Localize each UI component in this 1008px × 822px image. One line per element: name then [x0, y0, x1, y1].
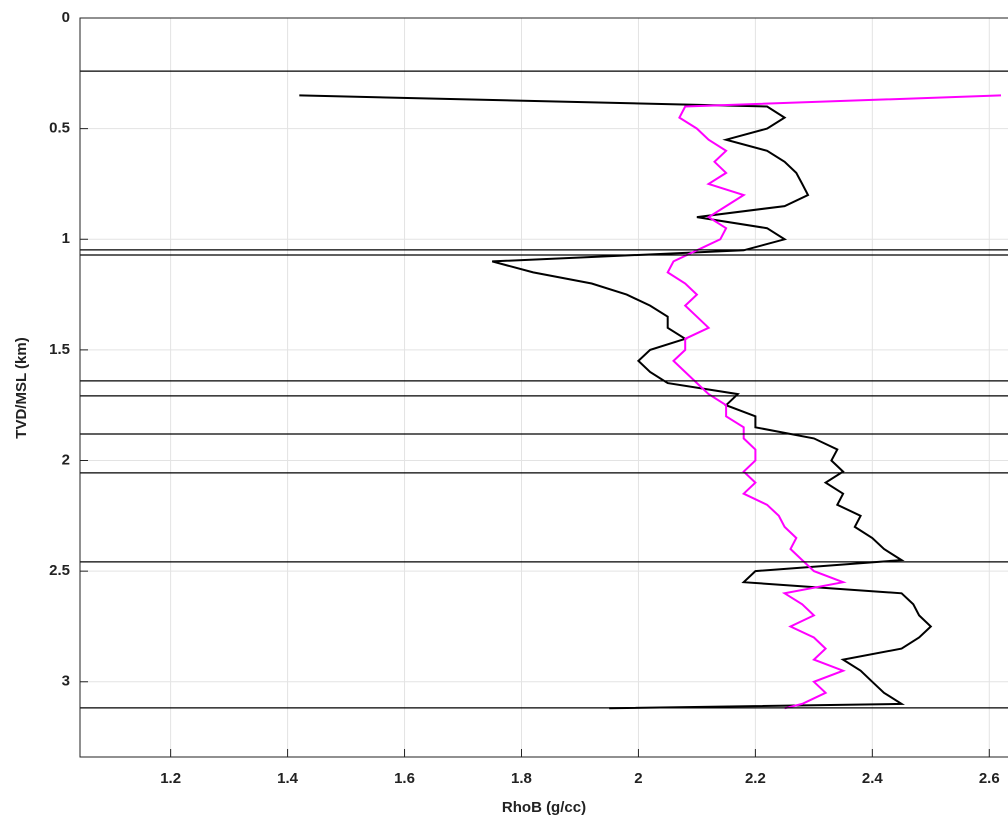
- x-tick-label: 2.6: [979, 770, 1000, 787]
- x-tick-label: 1.4: [277, 770, 299, 787]
- y-tick-label: 0.5: [49, 120, 70, 137]
- y-tick-label: 0: [62, 9, 70, 26]
- x-tick-label: 2.4: [862, 770, 884, 787]
- axes-frame: [79, 17, 1008, 758]
- y-tick-label: 2: [62, 451, 70, 468]
- y-axis-label: TVD/MSL (km): [13, 337, 30, 438]
- x-tick-label: 2: [634, 770, 642, 787]
- y-tick-label: 2.5: [49, 562, 70, 579]
- x-tick-label: 1.6: [394, 770, 415, 787]
- log-curve: [299, 94, 933, 710]
- x-axis-label: RhoB (g/cc): [502, 799, 586, 816]
- x-tick-label: 1.8: [511, 770, 532, 787]
- log-curve: [666, 94, 1002, 710]
- y-tick-label: 1: [62, 230, 70, 247]
- x-tick-label: 1.2: [160, 770, 181, 787]
- y-tick-label: 1.5: [49, 341, 70, 358]
- y-tick-label: 3: [62, 673, 70, 690]
- x-tick-label: 2.2: [745, 770, 766, 787]
